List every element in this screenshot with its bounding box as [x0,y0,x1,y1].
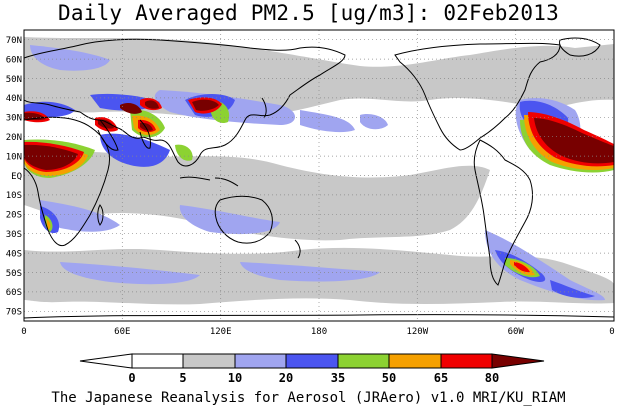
map-title: Daily Averaged PM2.5 [ug/m3]: 02Feb2013 [58,1,559,25]
lat-label-10n: 10N [6,152,22,162]
antarctica-coastline [24,314,614,319]
lon-label-0-east: 0 [609,327,614,337]
lon-label-0-west: 0 [21,327,26,337]
lat-label-20s: 20S [6,211,22,221]
lon-label-60w: 60W [508,327,525,337]
colorbar-ticks: 0 5 10 20 35 50 65 80 [128,371,499,385]
lon-label-120e: 120E [210,327,232,337]
coastlines [24,37,614,319]
colorbar-tick-20: 20 [279,371,293,385]
lon-label-120w: 120W [406,327,428,337]
longitude-axis: 0 60E 120E 180 120W 60W 0 [21,327,614,337]
colorbar-cell-65-80 [440,353,493,369]
indonesia-coastline [179,176,239,187]
colorbar-cell-20-35 [285,353,339,369]
pm25-level-80-plus [24,99,614,170]
madagascar-coastline [97,204,104,226]
colorbar-tick-50: 50 [382,371,396,385]
colorbar-tick-10: 10 [228,371,242,385]
lat-label-70n: 70N [6,36,22,46]
map-plot-area [24,30,614,321]
colorbar-cell-50-65 [388,353,442,369]
new-zealand-coastline [294,239,301,259]
colorbar [79,353,545,369]
lat-label-eq: EQ [11,172,22,182]
lat-label-60s: 60S [6,288,22,298]
colorbar-cell-0-5 [131,353,184,369]
north-america-coastline [394,42,561,151]
lat-label-50n: 50N [6,75,22,85]
colorbar-tick-65: 65 [434,371,448,385]
lon-label-60e: 60E [114,327,130,337]
lon-label-180: 180 [311,327,327,337]
colorbar-cell-35-50 [337,353,390,369]
lat-label-30s: 30S [6,230,22,240]
india-coastline [139,119,151,149]
colorbar-tick-5: 5 [179,371,186,385]
colorbar-tick-0: 0 [128,371,135,385]
japan-coastline [261,97,267,119]
colorbar-tick-80: 80 [485,371,499,385]
south-america-coastline [473,139,533,286]
map-frame [23,29,615,322]
australia-coastline [214,195,273,244]
latitude-axis: 70N 60N 50N 40N 30N 20N 10N EQ 10S 20S 3… [6,36,22,318]
footer-credit: The Japanese Reanalysis for Aerosol (JRA… [51,390,566,406]
lat-label-20n: 20N [6,133,22,143]
lat-label-40s: 40S [6,249,22,259]
lat-label-10s: 10S [6,191,22,201]
colorbar-cell-10-20 [234,353,287,369]
eurasia-coastline [24,38,346,167]
africa-coastline [24,116,111,247]
colorbar-tick-35: 35 [331,371,345,385]
lat-label-50s: 50S [6,269,22,279]
colorbar-cell-5-10 [182,353,236,369]
lat-label-60n: 60N [6,55,22,65]
colorbar-cell-above-80 [491,353,545,369]
lat-label-70s: 70S [6,308,22,318]
greenland-coastline [559,37,601,57]
map-grid [24,30,614,321]
lat-label-40n: 40N [6,94,22,104]
colorbar-cell-below-0 [79,353,133,369]
lat-label-30n: 30N [6,114,22,124]
